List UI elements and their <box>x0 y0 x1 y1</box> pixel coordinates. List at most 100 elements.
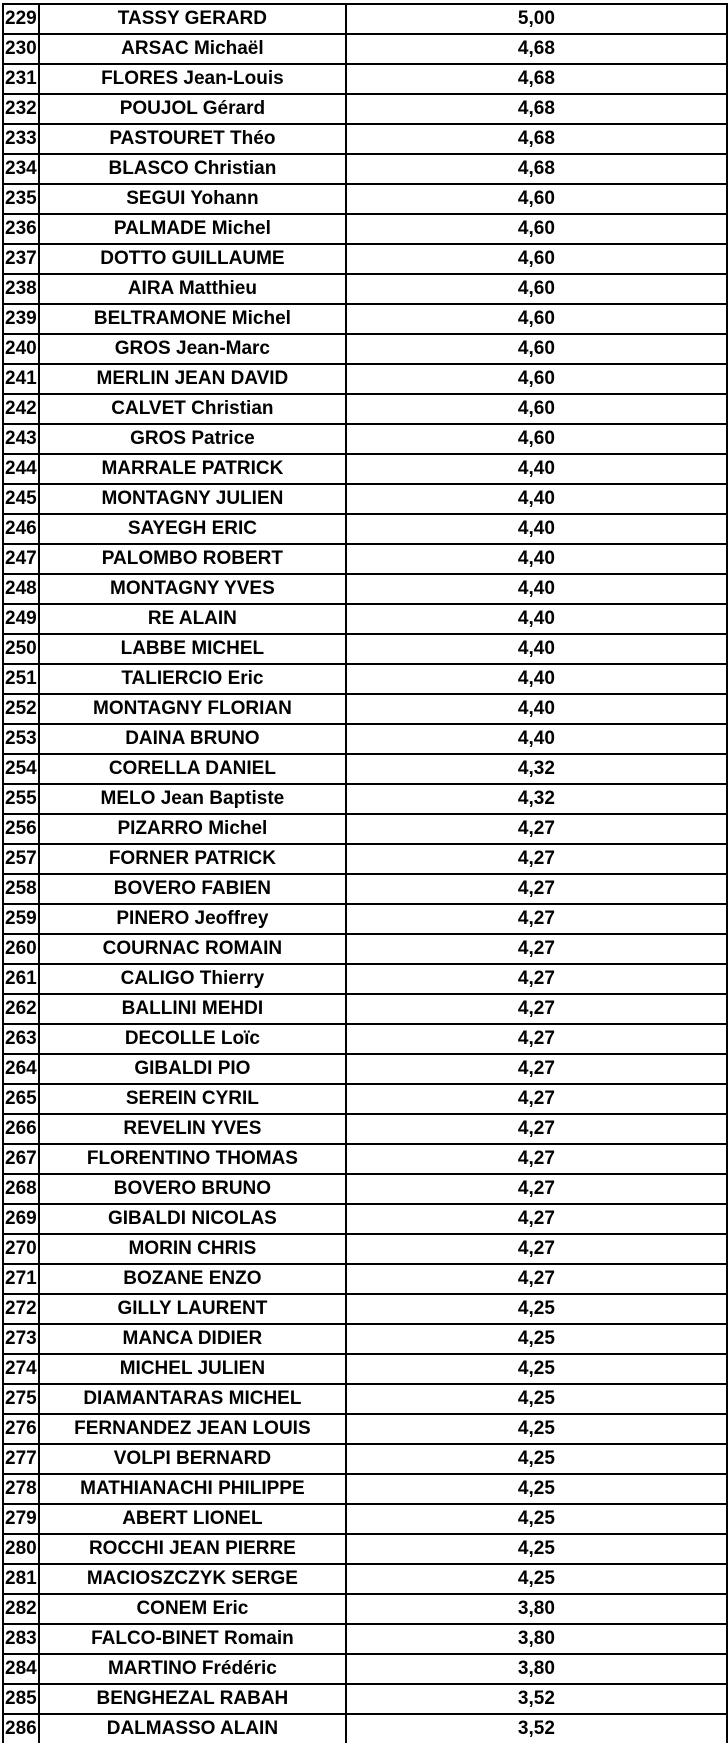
name-cell: SAYEGH ERIC <box>37 513 347 545</box>
table-row: 235 SEGUI Yohann 4,60 <box>2 183 728 215</box>
name-cell: CALVET Christian <box>37 393 347 425</box>
score-cell: 4,40 <box>344 633 728 665</box>
score-cell: 4,60 <box>344 333 728 365</box>
score-cell: 4,60 <box>344 213 728 245</box>
name-cell: MONTAGNY FLORIAN <box>37 693 347 725</box>
name-cell: AIRA Matthieu <box>37 273 347 305</box>
rank-cell: 238 <box>2 273 40 305</box>
table-row: 286 DALMASSO ALAIN 3,52 <box>2 1713 728 1743</box>
table-row: 242 CALVET Christian 4,60 <box>2 393 728 425</box>
name-cell: FALCO-BINET Romain <box>37 1623 347 1655</box>
table-row: 244 MARRALE PATRICK 4,40 <box>2 453 728 485</box>
rank-cell: 229 <box>2 3 40 35</box>
name-cell: SEREIN CYRIL <box>37 1083 347 1115</box>
rank-cell: 254 <box>2 753 40 785</box>
table-row: 240 GROS Jean-Marc 4,60 <box>2 333 728 365</box>
score-cell: 4,27 <box>344 1173 728 1205</box>
table-row: 285 BENGHEZAL RABAH 3,52 <box>2 1683 728 1715</box>
score-cell: 4,27 <box>344 933 728 965</box>
name-cell: MONTAGNY JULIEN <box>37 483 347 515</box>
table-row: 243 GROS Patrice 4,60 <box>2 423 728 455</box>
rank-cell: 230 <box>2 33 40 65</box>
rank-cell: 285 <box>2 1683 40 1715</box>
table-row: 263 DECOLLE Loïc 4,27 <box>2 1023 728 1055</box>
name-cell: MANCA DIDIER <box>37 1323 347 1355</box>
table-row: 284 MARTINO Frédéric 3,80 <box>2 1653 728 1685</box>
rank-cell: 272 <box>2 1293 40 1325</box>
table-row: 246 SAYEGH ERIC 4,40 <box>2 513 728 545</box>
score-cell: 4,60 <box>344 423 728 455</box>
name-cell: MARRALE PATRICK <box>37 453 347 485</box>
rank-cell: 262 <box>2 993 40 1025</box>
score-cell: 4,40 <box>344 573 728 605</box>
name-cell: BELTRAMONE Michel <box>37 303 347 335</box>
table-row: 241 MERLIN JEAN DAVID 4,60 <box>2 363 728 395</box>
table-row: 262 BALLINI MEHDI 4,27 <box>2 993 728 1025</box>
rank-cell: 275 <box>2 1383 40 1415</box>
name-cell: ARSAC Michaël <box>37 33 347 65</box>
rank-cell: 243 <box>2 423 40 455</box>
table-row: 280 ROCCHI JEAN PIERRE 4,25 <box>2 1533 728 1565</box>
name-cell: PALMADE Michel <box>37 213 347 245</box>
score-cell: 4,27 <box>344 1143 728 1175</box>
name-cell: MACIOSZCZYK SERGE <box>37 1563 347 1595</box>
score-cell: 4,27 <box>344 813 728 845</box>
name-cell: MONTAGNY YVES <box>37 573 347 605</box>
score-cell: 3,52 <box>344 1683 728 1715</box>
score-cell: 4,27 <box>344 993 728 1025</box>
table-row: 245 MONTAGNY JULIEN 4,40 <box>2 483 728 515</box>
rank-cell: 240 <box>2 333 40 365</box>
table-row: 236 PALMADE Michel 4,60 <box>2 213 728 245</box>
score-cell: 4,68 <box>344 123 728 155</box>
name-cell: MATHIANACHI PHILIPPE <box>37 1473 347 1505</box>
rank-cell: 231 <box>2 63 40 95</box>
table-row: 282 CONEM Eric 3,80 <box>2 1593 728 1625</box>
score-cell: 3,52 <box>344 1713 728 1743</box>
name-cell: DECOLLE Loïc <box>37 1023 347 1055</box>
table-row: 279 ABERT LIONEL 4,25 <box>2 1503 728 1535</box>
name-cell: GROS Jean-Marc <box>37 333 347 365</box>
score-cell: 4,25 <box>344 1293 728 1325</box>
score-cell: 4,27 <box>344 873 728 905</box>
rank-cell: 274 <box>2 1353 40 1385</box>
score-cell: 4,60 <box>344 183 728 215</box>
table-row: 281 MACIOSZCZYK SERGE 4,25 <box>2 1563 728 1595</box>
name-cell: GIBALDI NICOLAS <box>37 1203 347 1235</box>
rank-cell: 265 <box>2 1083 40 1115</box>
score-cell: 4,40 <box>344 513 728 545</box>
name-cell: GROS Patrice <box>37 423 347 455</box>
name-cell: BENGHEZAL RABAH <box>37 1683 347 1715</box>
rank-cell: 273 <box>2 1323 40 1355</box>
rank-cell: 282 <box>2 1593 40 1625</box>
name-cell: LABBE MICHEL <box>37 633 347 665</box>
table-row: 257 FORNER PATRICK 4,27 <box>2 843 728 875</box>
rank-cell: 276 <box>2 1413 40 1445</box>
table-row: 256 PIZARRO Michel 4,27 <box>2 813 728 845</box>
name-cell: BALLINI MEHDI <box>37 993 347 1025</box>
score-cell: 4,60 <box>344 273 728 305</box>
name-cell: ROCCHI JEAN PIERRE <box>37 1533 347 1565</box>
rank-cell: 281 <box>2 1563 40 1595</box>
table-row: 273 MANCA DIDIER 4,25 <box>2 1323 728 1355</box>
table-row: 238 AIRA Matthieu 4,60 <box>2 273 728 305</box>
name-cell: PALOMBO ROBERT <box>37 543 347 575</box>
score-cell: 4,27 <box>344 1233 728 1265</box>
score-cell: 4,68 <box>344 153 728 185</box>
rank-cell: 246 <box>2 513 40 545</box>
score-cell: 4,27 <box>344 843 728 875</box>
score-cell: 3,80 <box>344 1653 728 1685</box>
rank-cell: 268 <box>2 1173 40 1205</box>
name-cell: FORNER PATRICK <box>37 843 347 875</box>
table-row: 253 DAINA BRUNO 4,40 <box>2 723 728 755</box>
score-cell: 4,32 <box>344 753 728 785</box>
score-cell: 4,25 <box>344 1413 728 1445</box>
rank-cell: 261 <box>2 963 40 995</box>
table-row: 261 CALIGO Thierry 4,27 <box>2 963 728 995</box>
table-row: 267 FLORENTINO THOMAS 4,27 <box>2 1143 728 1175</box>
table-row: 234 BLASCO Christian 4,68 <box>2 153 728 185</box>
table-row: 264 GIBALDI PIO 4,27 <box>2 1053 728 1085</box>
name-cell: POUJOL Gérard <box>37 93 347 125</box>
table-row: 232 POUJOL Gérard 4,68 <box>2 93 728 125</box>
score-cell: 4,68 <box>344 33 728 65</box>
score-cell: 4,40 <box>344 453 728 485</box>
